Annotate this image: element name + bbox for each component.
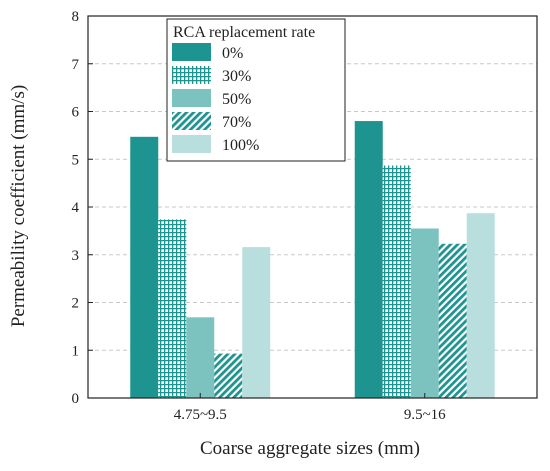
bars [130, 121, 495, 399]
legend-label: 30% [222, 68, 251, 85]
bar-0pct-2 [354, 121, 383, 399]
bar-0pct-1 [130, 136, 159, 398]
y-axis-ticks: 0 1 2 3 4 5 6 7 8 [72, 9, 93, 407]
legend-swatch [172, 66, 211, 84]
y-tick-label: 5 [72, 152, 80, 168]
legend-label: 70% [222, 114, 251, 131]
x-axis-title: Coarse aggregate sizes (mm) [200, 438, 420, 459]
bar-70pct-1 [214, 353, 243, 398]
legend-swatch [172, 43, 211, 61]
x-axis-ticks: 4.75~9.5 9.5~16 [174, 393, 446, 423]
legend-swatch [172, 112, 211, 130]
y-tick-label: 8 [72, 9, 80, 25]
bar-70pct-2 [438, 243, 467, 398]
legend-swatch [172, 89, 211, 107]
legend-label: 100% [222, 137, 259, 154]
bar-100pct-2 [466, 213, 495, 398]
y-tick-label: 3 [72, 248, 80, 264]
legend-label: 50% [222, 91, 251, 108]
legend: RCA replacement rate 0% 30% 50% 70% 100% [166, 18, 346, 162]
x-tick-label: 9.5~16 [404, 407, 446, 423]
y-tick-label: 4 [72, 200, 80, 216]
bar-50pct-1 [186, 317, 215, 398]
y-axis-title: Permeability coefficient (mm/s) [8, 85, 29, 327]
bar-50pct-2 [410, 228, 439, 398]
bar-30pct-1 [158, 219, 187, 398]
bar-100pct-1 [242, 247, 271, 398]
legend-swatch [172, 135, 211, 153]
x-tick-label: 4.75~9.5 [174, 407, 227, 423]
y-tick-label: 1 [72, 343, 80, 359]
legend-title: RCA replacement rate [173, 24, 315, 41]
y-tick-label: 0 [72, 391, 80, 407]
legend-label: 0% [222, 45, 243, 62]
bar-30pct-2 [382, 165, 411, 398]
y-tick-label: 2 [72, 296, 80, 312]
y-tick-label: 6 [72, 105, 80, 121]
y-tick-label: 7 [72, 57, 80, 73]
